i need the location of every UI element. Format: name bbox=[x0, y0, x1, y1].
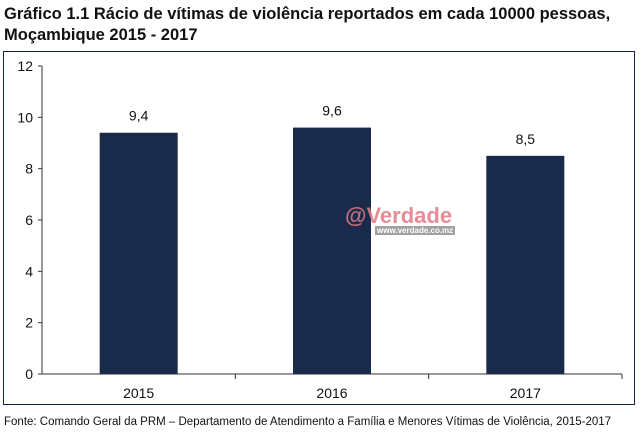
watermark-url: www.verdade.co.mz bbox=[375, 226, 456, 235]
data-label: 8,5 bbox=[516, 131, 536, 147]
chart-frame bbox=[3, 51, 635, 405]
y-tick-label: 4 bbox=[25, 263, 33, 279]
y-tick-label: 0 bbox=[25, 366, 33, 382]
y-tick-label: 8 bbox=[25, 161, 33, 177]
bar bbox=[99, 132, 178, 374]
data-label: 9,6 bbox=[322, 103, 342, 119]
y-tick-label: 12 bbox=[17, 58, 33, 74]
bar bbox=[293, 127, 371, 374]
x-tick-label: 2015 bbox=[123, 385, 154, 401]
watermark-logo: @Verdade bbox=[345, 203, 453, 228]
x-tick-label: 2017 bbox=[510, 385, 541, 401]
bar bbox=[486, 155, 565, 374]
y-tick-label: 6 bbox=[25, 212, 33, 228]
x-tick-label: 2016 bbox=[316, 385, 347, 401]
y-tick-label: 2 bbox=[25, 315, 33, 331]
data-label: 9,4 bbox=[129, 108, 149, 124]
y-tick-label: 10 bbox=[17, 109, 33, 125]
source-note: Fonte: Comando Geral da PRM – Departamen… bbox=[4, 416, 612, 428]
chart-title: Gráfico 1.1 Rácio de vítimas de violênci… bbox=[4, 5, 611, 44]
